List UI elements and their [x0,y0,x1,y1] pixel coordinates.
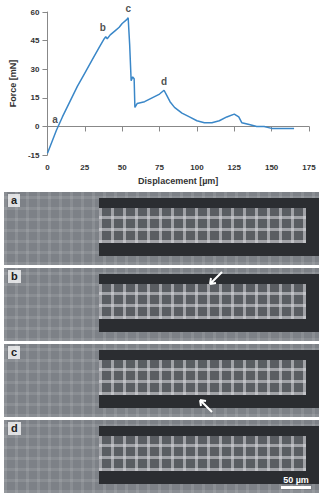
svg-text:60: 60 [31,8,40,17]
svg-text:c: c [125,3,131,14]
svg-text:175: 175 [302,163,316,172]
svg-text:b: b [100,22,106,33]
svg-text:25: 25 [80,163,89,172]
html-text:b: b [11,270,18,282]
svg-text:Displacement [µm]: Displacement [µm] [138,176,218,186]
html-text:c: c [11,346,18,358]
svg-text:0: 0 [45,163,50,172]
svg-text:d: d [161,76,167,87]
svg-text:a: a [52,114,58,125]
html-text:d: d [11,422,18,434]
svg-text:30: 30 [31,65,40,74]
svg-text:-15: -15 [28,151,40,160]
svg-text:100: 100 [190,163,204,172]
svg-text:150: 150 [265,163,279,172]
svg-text:Force [mN]: Force [mN] [8,60,18,108]
svg-text:75: 75 [155,163,164,172]
svg-text:0: 0 [35,122,40,131]
html-text:50 µm: 50 µm [283,475,309,485]
svg-text:15: 15 [31,93,40,102]
svg-text:50: 50 [118,163,127,172]
svg-text:45: 45 [31,36,40,45]
svg-text:125: 125 [228,163,242,172]
html-text:a: a [11,194,18,206]
